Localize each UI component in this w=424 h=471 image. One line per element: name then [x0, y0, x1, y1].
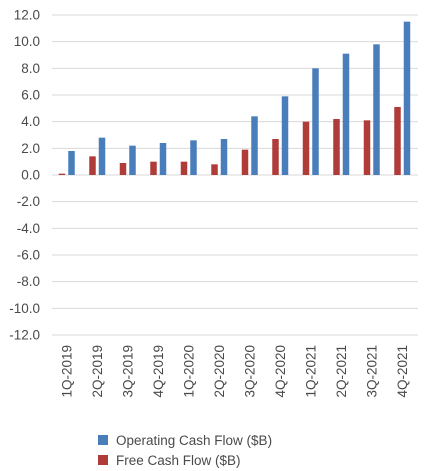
free-cash-flow-bar [363, 120, 371, 175]
bar-group [180, 140, 197, 175]
x-tick-label: 1Q-2020 [181, 345, 196, 398]
operating-cash-flow-bar [68, 151, 75, 175]
operating-cash-flow-bar [312, 68, 319, 175]
bar-group [150, 143, 167, 175]
legend-swatch-free [98, 455, 108, 465]
free-cash-flow-bar [302, 121, 310, 175]
y-tick-label: 12.0 [14, 8, 40, 23]
bar-group [89, 137, 106, 175]
free-cash-flow-bar [58, 173, 66, 175]
x-axis-tick-labels: 1Q-2019 2Q-2019 3Q-2019 4Q-2019 1Q-2020 2Q-20… [59, 345, 410, 398]
bar-group [119, 145, 136, 175]
gridlines [52, 14, 418, 336]
y-tick-label: 10.0 [14, 34, 40, 49]
y-tick-label: -10.0 [9, 301, 40, 316]
operating-cash-flow-bar [342, 53, 350, 175]
free-cash-flow-bar [394, 107, 401, 175]
x-tick-label: 2Q-2019 [90, 345, 105, 398]
bar-group [333, 53, 350, 175]
bars [58, 21, 411, 176]
y-tick-label: -12.0 [9, 328, 40, 343]
y-tick-label: -6.0 [17, 248, 40, 263]
legend-label-operating: Operating Cash Flow ($B) [116, 432, 273, 448]
x-tick-label: 1Q-2019 [59, 345, 74, 398]
free-cash-flow-bar [180, 161, 188, 175]
bar-group [241, 116, 258, 175]
operating-cash-flow-bar [220, 139, 228, 175]
legend-item-free: Free Cash Flow ($B) [98, 450, 272, 470]
operating-cash-flow-bar [251, 116, 258, 175]
bar-group [272, 96, 289, 175]
operating-cash-flow-bar [190, 140, 197, 175]
bar-group [302, 68, 319, 175]
legend-item-operating: Operating Cash Flow ($B) [98, 430, 272, 450]
y-tick-label: 0.0 [21, 168, 40, 183]
y-tick-label: 8.0 [21, 61, 40, 76]
x-tick-label: 3Q-2019 [120, 345, 135, 398]
bar-group [211, 139, 228, 175]
free-cash-flow-bar [211, 164, 218, 175]
free-cash-flow-bar [119, 163, 127, 175]
operating-cash-flow-bar [98, 137, 106, 175]
y-tick-label: 6.0 [21, 88, 40, 103]
x-tick-label: 4Q-2021 [395, 345, 410, 398]
bar-group [58, 151, 75, 175]
operating-cash-flow-bar [159, 143, 167, 175]
legend: Operating Cash Flow ($B) Free Cash Flow … [98, 430, 272, 470]
x-tick-label: 4Q-2019 [151, 345, 166, 398]
x-tick-label: 2Q-2021 [334, 345, 349, 398]
x-tick-label: 3Q-2021 [364, 345, 379, 398]
operating-cash-flow-bar [129, 145, 136, 175]
bar-group [363, 44, 380, 176]
y-tick-label: 4.0 [21, 114, 40, 129]
free-cash-flow-bar [89, 156, 96, 175]
free-cash-flow-bar [333, 119, 340, 175]
free-cash-flow-bar [150, 161, 157, 175]
operating-cash-flow-bar [373, 44, 380, 176]
operating-cash-flow-bar [281, 96, 289, 175]
legend-label-free: Free Cash Flow ($B) [116, 452, 241, 468]
y-tick-label: -8.0 [17, 274, 40, 289]
y-tick-label: -4.0 [17, 221, 40, 236]
y-tick-label: 2.0 [21, 141, 40, 156]
x-tick-label: 1Q-2021 [303, 345, 318, 398]
y-tick-label: -2.0 [17, 194, 40, 209]
free-cash-flow-bar [241, 149, 249, 175]
x-tick-label: 4Q-2020 [273, 345, 288, 398]
legend-swatch-operating [98, 435, 108, 445]
bar-group [394, 21, 411, 175]
y-axis-tick-labels: 12.0 10.0 8.0 6.0 4.0 2.0 0.0 -2.0 -4.0 -6.0 -8.0 -… [9, 8, 40, 343]
bar-chart: 12.0 10.0 8.0 6.0 4.0 2.0 0.0 -2.0 -4.0 -6.0 -8.0 -… [9, 8, 418, 398]
operating-cash-flow-bar [403, 21, 411, 175]
x-tick-label: 2Q-2020 [212, 345, 227, 398]
free-cash-flow-bar [272, 139, 279, 175]
x-tick-label: 3Q-2020 [242, 345, 257, 398]
